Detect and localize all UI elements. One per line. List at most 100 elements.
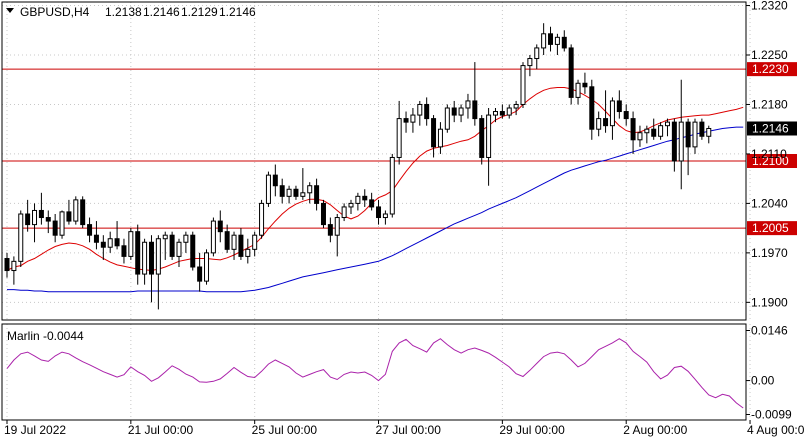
candle-body-bearish[interactable] — [320, 202, 326, 226]
candle-body-bullish[interactable] — [658, 125, 664, 137]
candle-body-bullish[interactable] — [486, 114, 492, 158]
candle-body-bullish[interactable] — [286, 188, 292, 197]
candle-body-bearish[interactable] — [582, 82, 588, 88]
candle-body-bullish[interactable] — [259, 202, 265, 236]
candle-body-bullish[interactable] — [664, 121, 670, 127]
candle-body-bullish[interactable] — [18, 213, 24, 262]
candle-body-bullish[interactable] — [692, 121, 698, 148]
candle-body-bullish[interactable] — [59, 211, 65, 236]
candle-body-bearish[interactable] — [589, 86, 595, 130]
candle-body-bearish[interactable] — [217, 220, 223, 233]
candle-body-bearish[interactable] — [699, 121, 705, 137]
candle-body-bullish[interactable] — [492, 111, 498, 116]
candle-body-bullish[interactable] — [155, 238, 161, 275]
candle-body-bearish[interactable] — [685, 121, 691, 148]
candle-body-bullish[interactable] — [128, 231, 134, 257]
candle-body-bullish[interactable] — [307, 185, 313, 194]
candle-body-bullish[interactable] — [609, 100, 615, 127]
candle-body-bullish[interactable] — [204, 252, 210, 282]
candle-body-bearish[interactable] — [80, 199, 86, 226]
candle-body-bullish[interactable] — [554, 36, 560, 45]
candle-body-bearish[interactable] — [272, 174, 278, 187]
candle-body-bearish[interactable] — [424, 103, 430, 120]
candle-body-bullish[interactable] — [32, 209, 38, 226]
candlesticks[interactable] — [4, 23, 712, 310]
candle-body-bearish[interactable] — [93, 234, 99, 243]
candle-body-bearish[interactable] — [100, 241, 106, 248]
candle-body-bullish[interactable] — [520, 65, 526, 105]
candle-body-bullish[interactable] — [465, 100, 471, 109]
candle-body-bearish[interactable] — [472, 100, 478, 120]
candle-body-bullish[interactable] — [355, 195, 361, 204]
candle-body-bearish[interactable] — [451, 107, 457, 116]
candle-body-bullish[interactable] — [706, 127, 712, 137]
candle-body-bullish[interactable] — [341, 206, 347, 219]
candle-body-bullish[interactable] — [73, 199, 79, 222]
candle-body-bearish[interactable] — [114, 238, 120, 247]
candle-body-bearish[interactable] — [548, 33, 554, 45]
candle-body-bearish[interactable] — [561, 36, 567, 49]
candle-body-bearish[interactable] — [25, 213, 31, 226]
candle-body-bearish[interactable] — [327, 224, 333, 236]
candle-body-bullish[interactable] — [252, 234, 258, 250]
candle-body-bearish[interactable] — [362, 195, 368, 201]
candle-body-bearish[interactable] — [671, 121, 677, 162]
candle-body-bullish[interactable] — [245, 248, 251, 257]
candle-body-bearish[interactable] — [630, 118, 636, 141]
candle-body-bullish[interactable] — [527, 58, 533, 67]
candle-body-bullish[interactable] — [334, 217, 340, 236]
candle-body-bearish[interactable] — [197, 266, 203, 282]
candle-body-bullish[interactable] — [231, 234, 237, 250]
horizontal-levels[interactable]: 1.2230 1.2100 1.2005 — [2, 62, 797, 236]
candle-body-bearish[interactable] — [87, 224, 93, 236]
candle-body-bullish[interactable] — [410, 114, 416, 123]
candle-body-bullish[interactable] — [534, 47, 540, 60]
candle-body-bullish[interactable] — [417, 103, 423, 116]
candle-body-bearish[interactable] — [499, 111, 505, 116]
candle-body-bearish[interactable] — [224, 231, 230, 250]
candle-body-bearish[interactable] — [293, 188, 299, 197]
candle-body-bullish[interactable] — [348, 202, 354, 208]
candle-body-bearish[interactable] — [479, 118, 485, 158]
candle-body-bullish[interactable] — [644, 128, 650, 134]
candle-body-bearish[interactable] — [52, 220, 58, 236]
candle-body-bearish[interactable] — [45, 217, 51, 222]
candle-body-bearish[interactable] — [623, 111, 629, 120]
candle-body-bearish[interactable] — [148, 241, 154, 275]
candle-body-bearish[interactable] — [238, 234, 244, 257]
candle-body-bullish[interactable] — [575, 82, 581, 98]
candle-body-bearish[interactable] — [279, 185, 285, 197]
candle-body-bearish[interactable] — [651, 128, 657, 137]
candle-body-bearish[interactable] — [431, 118, 437, 148]
candle-body-bullish[interactable] — [596, 118, 602, 130]
candle-body-bearish[interactable] — [603, 118, 609, 127]
candle-body-bullish[interactable] — [389, 156, 395, 215]
candle-body-bearish[interactable] — [38, 209, 44, 219]
candle-body-bullish[interactable] — [678, 121, 684, 162]
candle-body-bullish[interactable] — [162, 234, 168, 240]
candle-body-bullish[interactable] — [176, 241, 182, 257]
candle-body-bullish[interactable] — [637, 132, 643, 141]
candle-body-bearish[interactable] — [135, 231, 141, 275]
candle-body-bullish[interactable] — [382, 213, 388, 219]
candle-body-bearish[interactable] — [369, 199, 375, 208]
candle-body-bearish[interactable] — [4, 258, 10, 272]
candle-body-bullish[interactable] — [11, 260, 17, 272]
candle-body-bullish[interactable] — [444, 107, 450, 130]
candle-body-bullish[interactable] — [300, 192, 306, 197]
caret-down-icon[interactable] — [6, 8, 14, 13]
candle-body-bearish[interactable] — [616, 100, 622, 113]
candle-body-bearish[interactable] — [376, 206, 382, 219]
candle-body-bullish[interactable] — [265, 174, 271, 204]
candle-body-bearish[interactable] — [314, 185, 320, 204]
candle-body-bullish[interactable] — [513, 103, 519, 109]
candle-body-bearish[interactable] — [403, 118, 409, 123]
candle-body-bearish[interactable] — [66, 211, 72, 222]
candle-body-bullish[interactable] — [183, 234, 189, 243]
candle-body-bearish[interactable] — [190, 234, 196, 268]
candle-body-bullish[interactable] — [541, 33, 547, 49]
candle-body-bullish[interactable] — [210, 220, 216, 254]
candle-body-bearish[interactable] — [121, 245, 127, 257]
candle-body-bearish[interactable] — [568, 47, 574, 98]
